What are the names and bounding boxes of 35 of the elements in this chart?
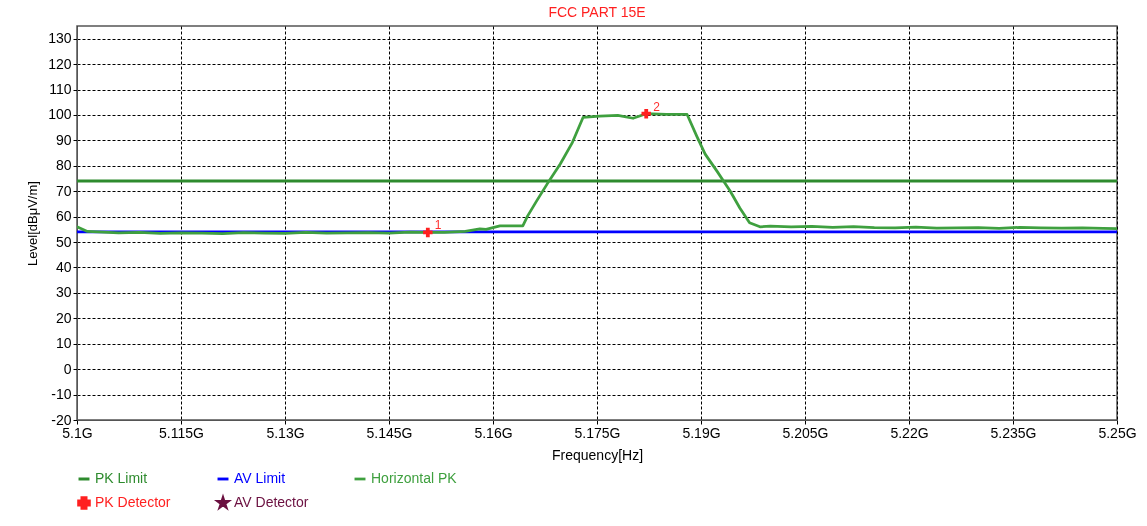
x-tick-label: 5.16G xyxy=(474,424,513,441)
y-tick-label: 130 xyxy=(48,30,72,47)
y-tick-label: 120 xyxy=(48,55,72,72)
y-tick-label: 100 xyxy=(48,106,72,123)
y-tick-label: 80 xyxy=(55,157,72,174)
y-tick-label: 40 xyxy=(55,258,72,275)
x-tick-label: 5.145G xyxy=(366,424,413,441)
x-axis-title: Frequency[Hz] xyxy=(551,446,644,463)
y-tick-label: 60 xyxy=(55,208,72,225)
x-tick-label: 5.235G xyxy=(990,424,1037,441)
x-tick-label: 5.175G xyxy=(574,424,621,441)
legend-label: Horizontal PK xyxy=(371,470,458,486)
annotation: 2 xyxy=(653,99,661,114)
y-tick-label: 50 xyxy=(55,233,72,250)
y-tick-label: 0 xyxy=(63,360,72,377)
y-tick-label: 90 xyxy=(55,131,72,148)
legend-label: PK Limit xyxy=(95,470,148,486)
x-tick-label: 5.22G xyxy=(890,424,929,441)
x-tick-label: 5.19G xyxy=(682,424,721,441)
legend-label: AV Limit xyxy=(234,470,286,486)
annotation: 1 xyxy=(434,218,442,233)
x-tick-label: 5.25G xyxy=(1098,424,1137,441)
x-tick-label: 5.13G xyxy=(266,424,305,441)
chart-title: FCC PART 15E xyxy=(548,4,646,20)
y-tick-label: 110 xyxy=(49,81,72,98)
y-tick-label: 20 xyxy=(55,309,72,326)
y-tick-label: 70 xyxy=(55,182,72,199)
legend-label: AV Detector xyxy=(234,494,309,510)
x-tick-label: 5.205G xyxy=(782,424,829,441)
y-axis-title: Level[dBμV/m] xyxy=(25,181,41,266)
y-tick-label: -10 xyxy=(51,386,72,403)
x-tick-label: 5.115G xyxy=(159,424,204,441)
y-tick-label: 10 xyxy=(55,335,72,352)
legend-label: PK Detector xyxy=(95,494,171,510)
y-tick-label: 30 xyxy=(55,284,72,301)
